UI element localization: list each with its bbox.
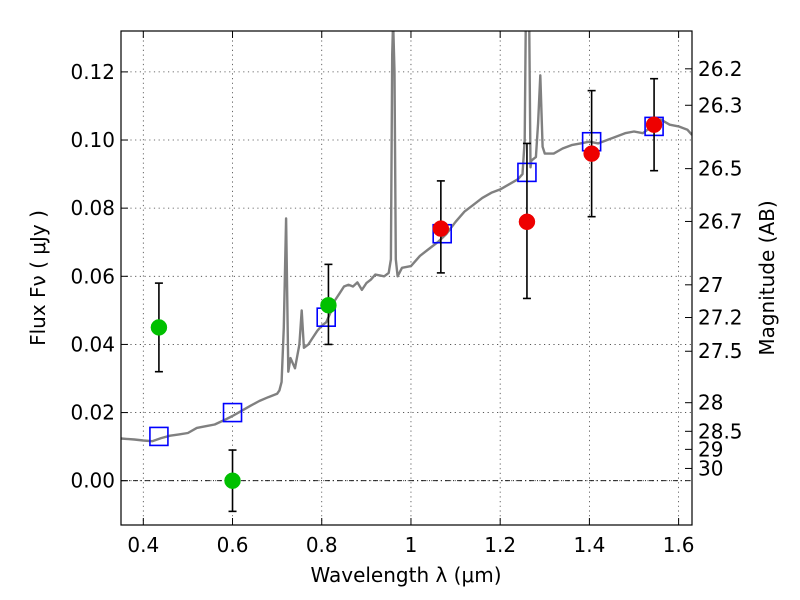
grid [121,31,692,525]
y2-tick-label: 27 [698,273,723,297]
plot-frame [120,30,693,526]
y2-tick-label: 26.2 [698,57,743,81]
plot-area [121,31,692,525]
y-tick-label: 0.12 [70,60,115,84]
y-tick-label: 0.10 [70,128,115,152]
photometry-point [518,213,536,231]
y2-tick-label: 26.3 [698,93,743,117]
y2-tick-label: 29 [698,437,723,461]
y-tick-label: 0.08 [70,196,115,220]
photometry-point [320,297,337,314]
x-tick-label: 1.6 [663,533,695,557]
photometry-point [432,220,450,237]
y-tick-label: 0.06 [70,264,115,288]
photometry-point [583,145,600,162]
y-tick-label: 0.02 [70,401,115,425]
y2-tick-label: 30 [698,456,723,480]
x-tick-label: 0.8 [306,533,338,557]
y2-tick-label: 28 [698,391,723,415]
x-tick-label: 0.4 [127,533,159,557]
y2-tick-label: 26.7 [698,209,743,233]
y-axis-title: Flux Fν ( μJy ) [26,210,50,346]
x-tick-label: 0.6 [217,533,249,557]
y2-tick-label: 27.2 [698,306,743,330]
x-tick-label: 1 [405,533,418,557]
y2-tick-label: 28.5 [698,419,743,443]
error-bars [150,77,663,513]
photometry-point [224,472,241,489]
y2-tick-label: 26.5 [698,157,743,181]
spectrum-line [121,31,692,443]
axes: 0.4 0.6 0.8 1 1.2 1.4 1.6 0.00 0.02 0.04 0.06 0.08 0… [70,31,743,557]
x-tick-label: 1.4 [573,533,605,557]
x-tick-label: 1.2 [484,533,516,557]
y2-axis-title: Magnitude (AB) [755,200,779,355]
photometry-point [645,116,663,133]
y2-tick-label: 27.5 [698,339,743,363]
x-axis-title: Wavelength λ (μm) [310,563,501,587]
model-flux-square [149,426,169,447]
photometry-point [150,319,168,336]
y-tick-label: 0.04 [70,332,115,356]
y-tick-label: 0.00 [70,469,115,493]
model-flux-square [222,402,243,423]
